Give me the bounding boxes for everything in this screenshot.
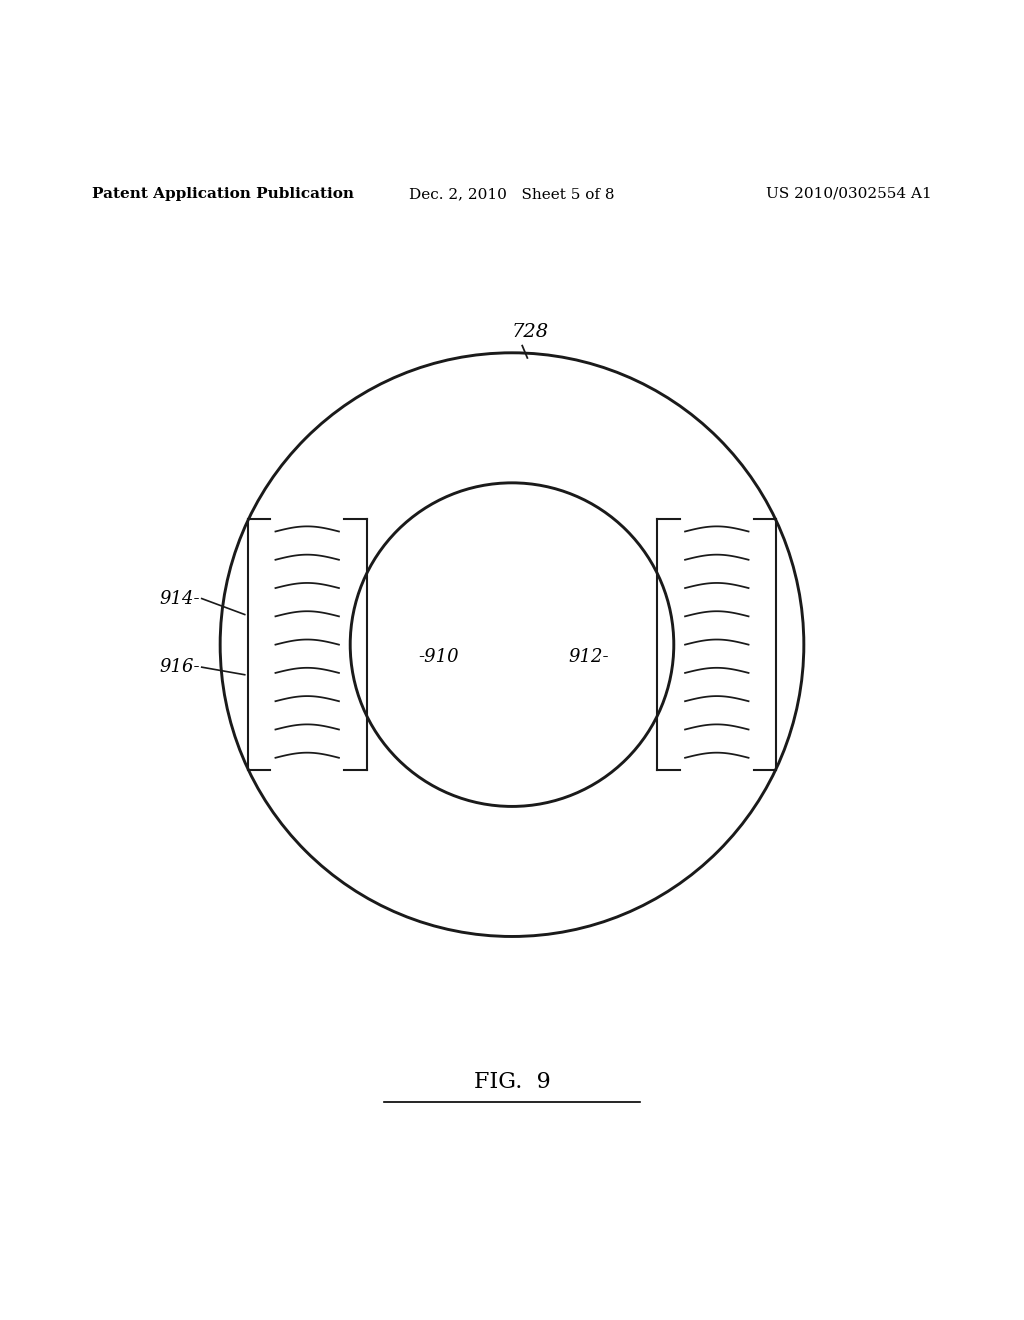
Text: -910: -910 <box>418 648 459 665</box>
Circle shape <box>350 483 674 807</box>
Text: 914-: 914- <box>159 590 200 607</box>
Text: 916-: 916- <box>159 659 200 676</box>
Text: 912-: 912- <box>568 648 609 665</box>
Text: FIG.  9: FIG. 9 <box>474 1071 550 1093</box>
Text: Dec. 2, 2010   Sheet 5 of 8: Dec. 2, 2010 Sheet 5 of 8 <box>410 187 614 201</box>
Text: US 2010/0302554 A1: US 2010/0302554 A1 <box>766 187 932 201</box>
Text: 728: 728 <box>512 322 549 341</box>
Text: Patent Application Publication: Patent Application Publication <box>92 187 354 201</box>
